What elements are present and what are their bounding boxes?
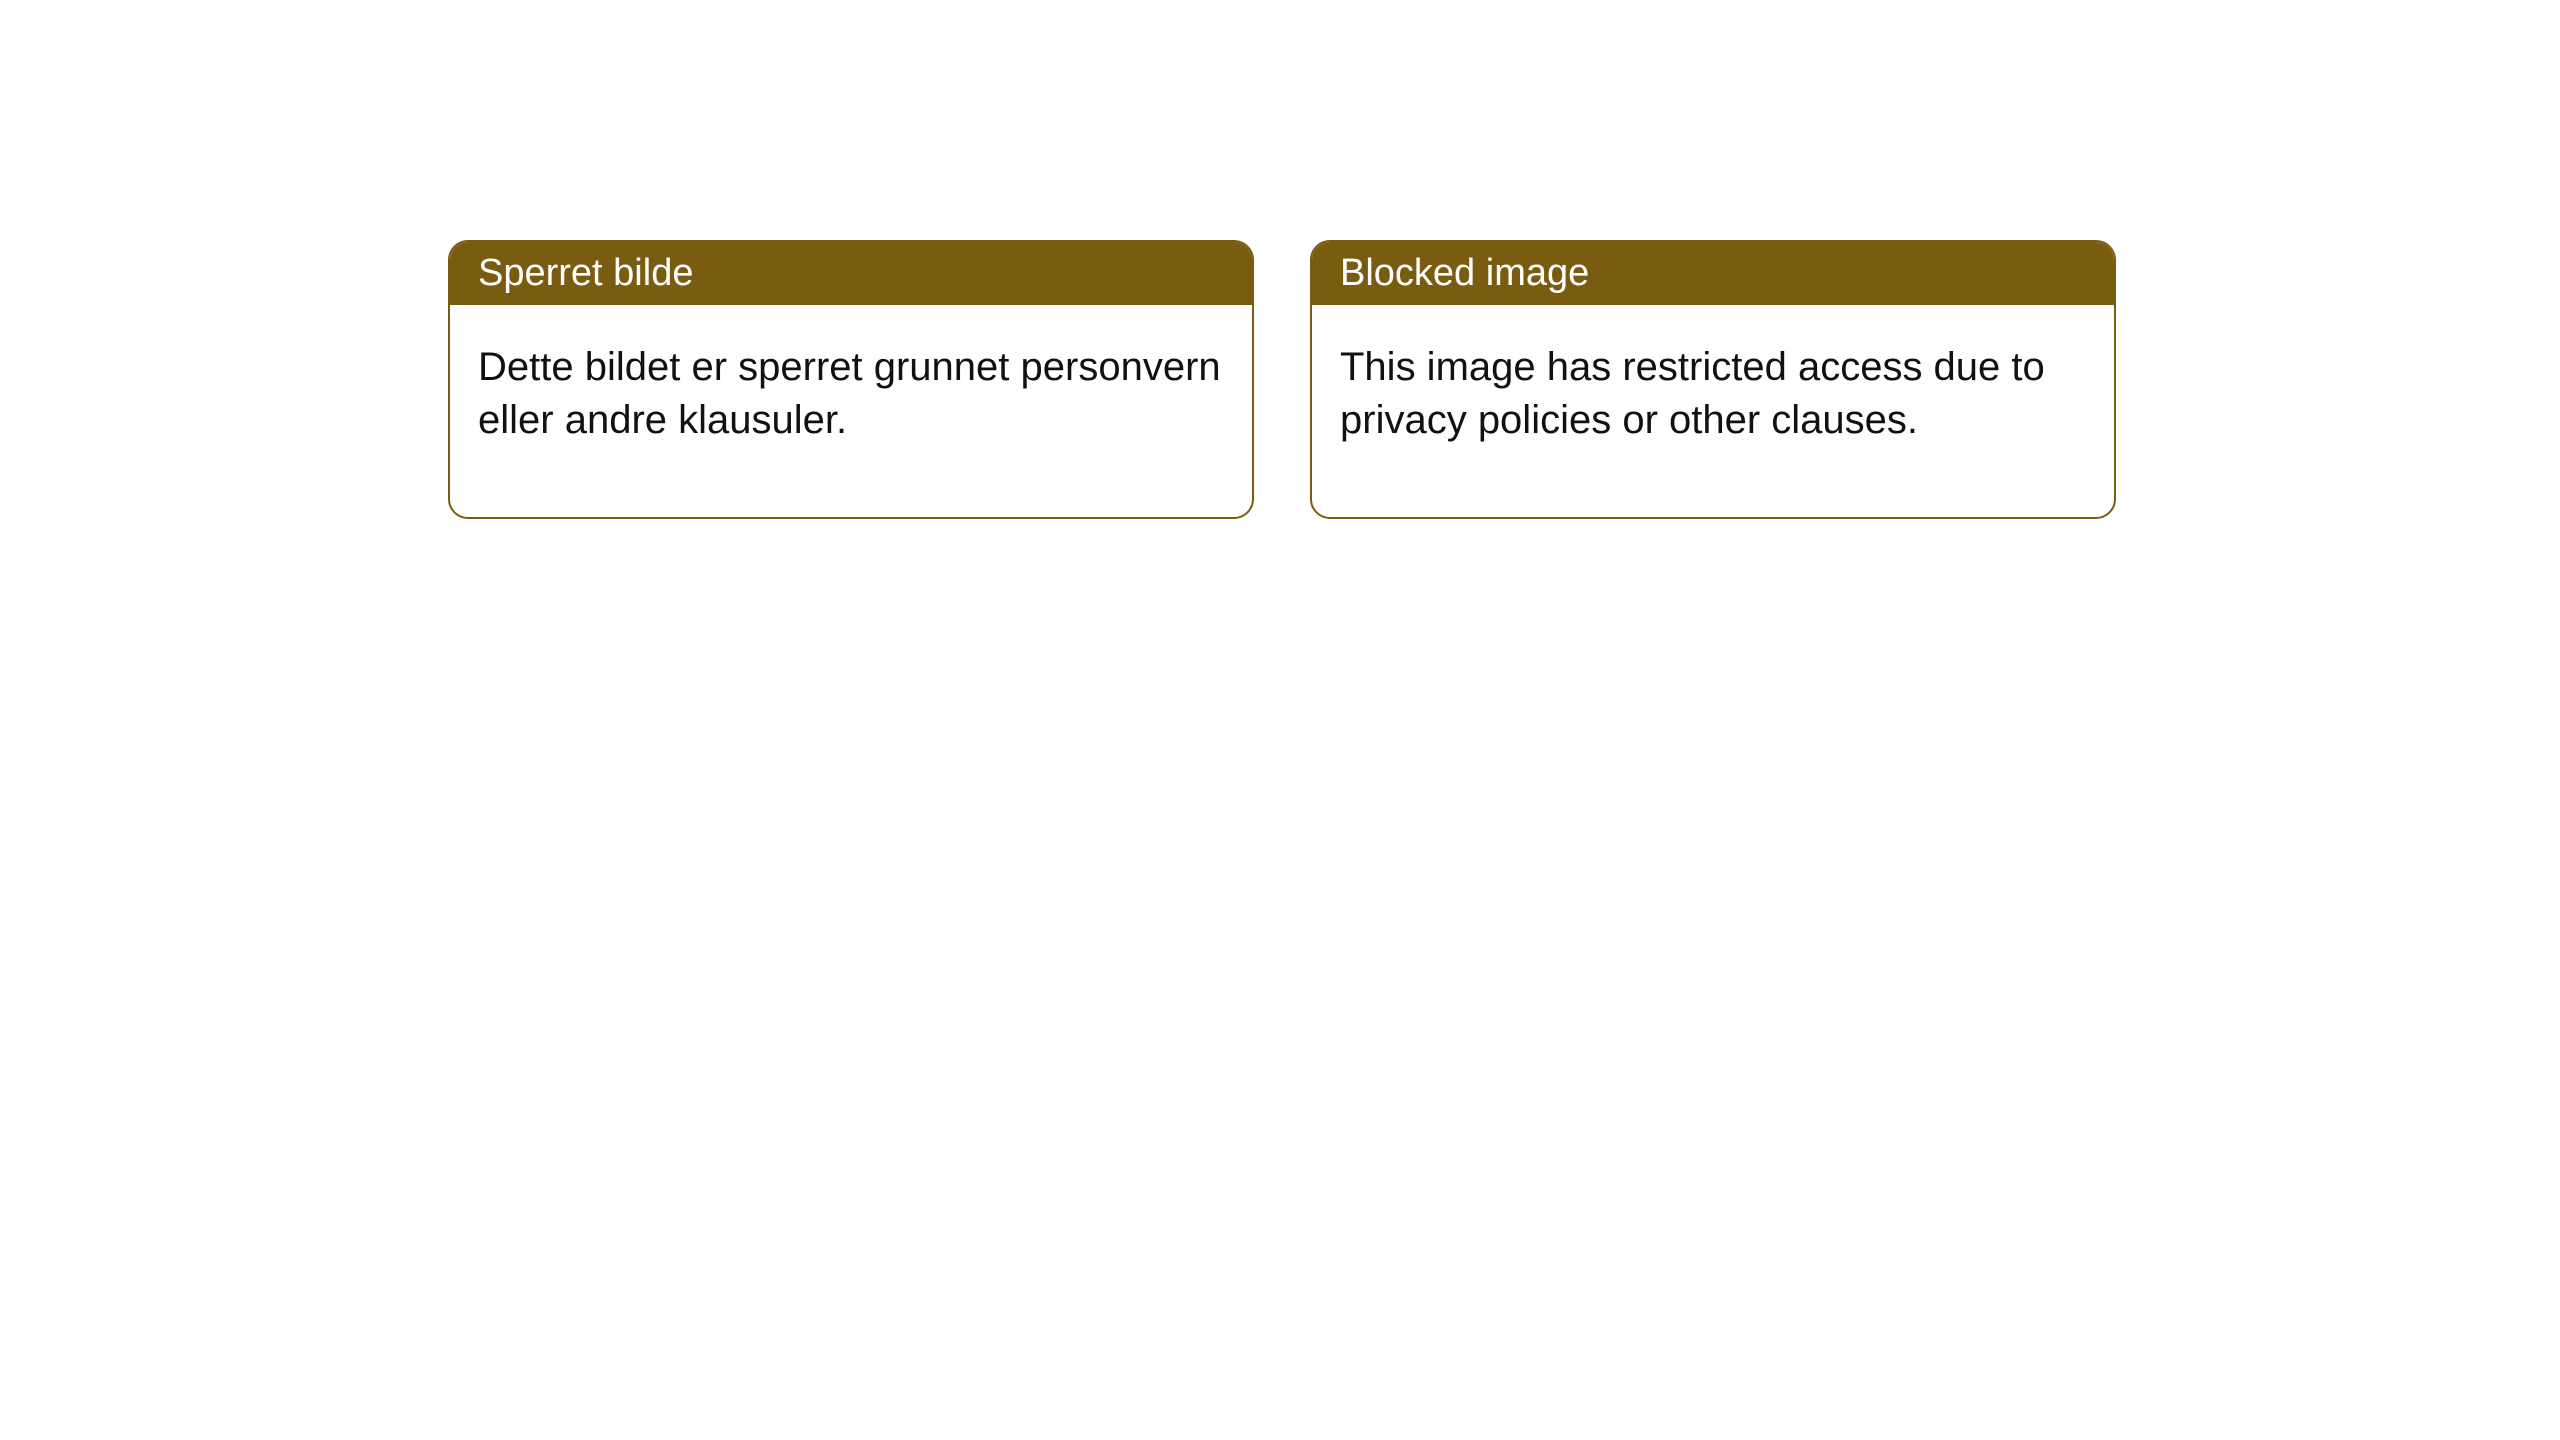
blocked-card-no: Sperret bilde Dette bildet er sperret gr…	[448, 240, 1254, 519]
cards-container: Sperret bilde Dette bildet er sperret gr…	[0, 0, 2560, 519]
card-body-en: This image has restricted access due to …	[1312, 305, 2114, 517]
card-body-no: Dette bildet er sperret grunnet personve…	[450, 305, 1252, 517]
card-title-no: Sperret bilde	[450, 242, 1252, 305]
blocked-card-en: Blocked image This image has restricted …	[1310, 240, 2116, 519]
card-title-en: Blocked image	[1312, 242, 2114, 305]
